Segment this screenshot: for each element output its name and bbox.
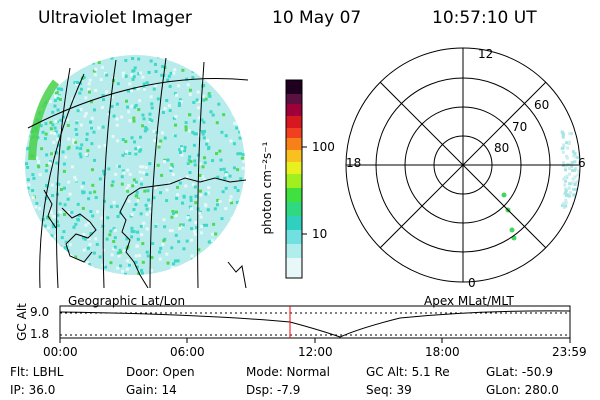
lat-lon-grid [27,57,249,288]
alt-tick-9: 9.0 [30,305,50,319]
info-mode: Mode: Normal [246,365,330,379]
info-glat: GLat: -50.9 [486,365,553,379]
header-time: 10:57:10 UT [432,8,537,28]
polar-plot [345,47,581,283]
instrument-title: Ultraviolet Imager [38,8,192,28]
info-flt: Flt: LBHL [10,365,64,379]
info-ip: IP: 36.0 [10,383,56,397]
alt-tick-1.8: 1.8 [30,327,50,341]
colorbar-tick-10: 10 [312,227,328,241]
info-seq: Seq: 39 [366,383,412,397]
time-tick-1800: 18:00 [425,345,460,359]
lat-label-60: 60 [534,98,550,112]
altitude-curve [59,310,571,338]
time-tick-0000: 00:00 [43,345,78,359]
colorbar [285,79,307,279]
apex-label: Apex MLat/MLT [424,294,514,308]
info-gc-alt: GC Alt: 5.1 Re [366,365,450,379]
info-glon: GLon: 280.0 [486,383,559,397]
lat-label-70: 70 [512,120,528,134]
altitude-plot [59,305,571,343]
mlt-label-12: 12 [478,47,494,61]
limb-emission [28,79,60,161]
geographic-label: Geographic Lat/Lon [68,294,186,308]
time-tick-1200: 12:00 [298,345,333,359]
time-tick-0600: 06:00 [170,345,205,359]
time-tick-2359: 23:59 [552,345,587,359]
info-gain: Gain: 14 [126,383,177,397]
mlt-label-18: 18 [346,156,362,170]
colorbar-tick-100: 100 [312,140,335,154]
lat-label-80: 80 [494,141,510,155]
info-dsp: Dsp: -7.9 [246,383,301,397]
header-date: 10 May 07 [272,8,362,28]
coastline [43,177,247,288]
info-door: Door: Open [126,365,195,379]
gc-alt-axis-label: GC Alt [15,303,29,341]
mlt-label-0: 0 [468,276,476,290]
colorbar-unit-label: photon cm⁻²s⁻¹ [260,141,274,235]
mlt-label-6: 6 [578,156,586,170]
